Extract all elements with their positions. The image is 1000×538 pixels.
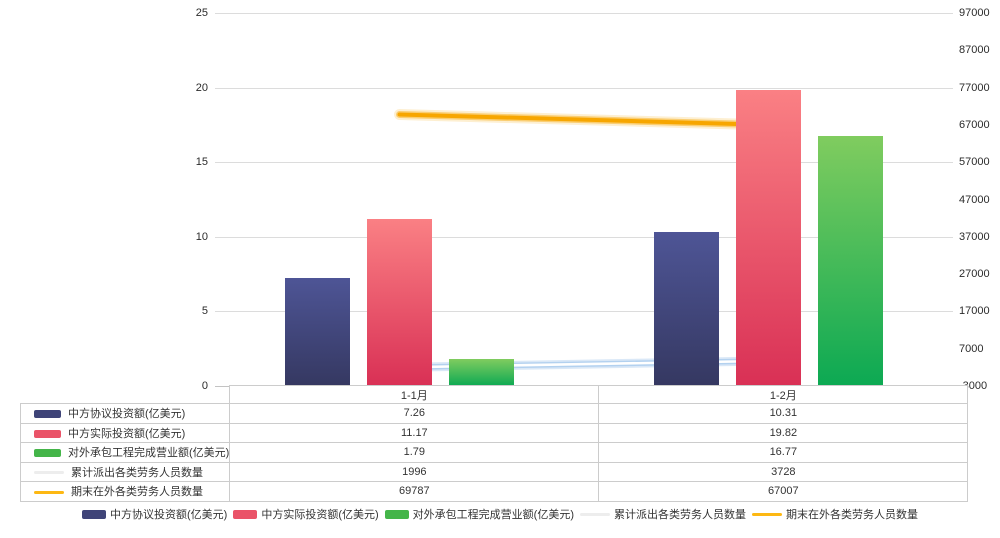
table-value-cell: 10.31 <box>598 403 969 424</box>
table-value-cell: 11.17 <box>229 422 600 443</box>
chart-legend: 中方协议投资额(亿美元) 中方实际投资额(亿美元) 对外承包工程完成营业额(亿美元)… <box>0 506 1000 522</box>
gridline <box>215 162 953 164</box>
bar-中方实际投资额(亿美元)[interactable] <box>367 219 432 386</box>
table-series-label-cell: 中方实际投资额(亿美元) <box>19 422 231 443</box>
legend-item[interactable]: 对外承包工程完成营业额(亿美元) <box>384 506 574 522</box>
left-axis-tick-label: 5 <box>201 305 208 318</box>
bar-swatch-icon <box>34 429 61 438</box>
left-axis-tick-label: 0 <box>201 380 208 392</box>
bar-中方实际投资额(亿美元)[interactable] <box>736 90 801 386</box>
chart-area: 0 5 10 15 20 25 -3000 7000 17000 27000 37000 47000 5… <box>195 7 990 392</box>
right-axis-tick-label: 37000 <box>959 230 990 243</box>
table-row: 中方实际投资额(亿美元) 11.17 19.82 <box>19 422 969 443</box>
bar-swatch-icon <box>233 509 258 519</box>
table-row: 累计派出各类劳务人员数量 1996 3728 <box>19 461 969 482</box>
line-swatch-icon <box>579 512 610 516</box>
bar-对外承包工程完成营业额(亿美元)[interactable] <box>449 359 514 386</box>
table-value-cell: 1996 <box>229 461 600 482</box>
gridline <box>215 236 953 238</box>
table-series-label-cell: 累计派出各类劳务人员数量 <box>19 461 231 482</box>
table-value-cell: 16.77 <box>598 442 969 463</box>
bar-swatch-icon <box>384 509 409 519</box>
table-value-cell: 1.79 <box>229 442 600 463</box>
legend-item[interactable]: 期末在外各类劳务人员数量 <box>751 506 918 522</box>
legend-label: 累计派出各类劳务人员数量 <box>613 509 746 521</box>
table-value-cell: 7.26 <box>229 403 600 424</box>
series-name: 中方实际投资额(亿美元) <box>68 427 186 440</box>
right-axis-tick-label: 57000 <box>959 156 990 169</box>
series-name: 累计派出各类劳务人员数量 <box>71 466 203 479</box>
data-table: 1-1月 1-2月 中方协议投资额(亿美元) 7.26 10.31 中方实际投资额(亿美元… <box>19 385 969 502</box>
table-corner-cell <box>21 386 230 404</box>
bar-中方协议投资额(亿美元)[interactable] <box>285 277 350 386</box>
table-series-label-cell: 中方协议投资额(亿美元) <box>19 403 231 424</box>
table-value-cell: 67007 <box>598 481 969 502</box>
legend-item[interactable]: 中方协议投资额(亿美元) <box>82 506 227 522</box>
line-swatch-icon <box>751 512 782 516</box>
legend-label: 中方实际投资额(亿美元) <box>261 509 379 521</box>
gridline <box>215 311 953 313</box>
series-name: 对外承包工程完成营业额(亿美元) <box>68 447 230 460</box>
bar-中方协议投资额(亿美元)[interactable] <box>654 232 719 386</box>
right-axis-tick-label: 67000 <box>959 118 990 131</box>
table-value-cell: 69787 <box>229 481 600 502</box>
legend-label: 中方协议投资额(亿美元) <box>110 509 228 521</box>
table-series-label-cell: 期末在外各类劳务人员数量 <box>19 481 231 502</box>
bar-对外承包工程完成营业额(亿美元)[interactable] <box>818 135 883 386</box>
line-swatch-icon <box>34 471 64 475</box>
right-axis-tick-label: 97000 <box>959 7 990 19</box>
right-axis-tick-label: 77000 <box>959 81 990 94</box>
table-row: 中方协议投资额(亿美元) 7.26 10.31 <box>19 403 969 424</box>
right-axis-tick-label: 27000 <box>959 268 990 281</box>
left-axis-tick-label: 20 <box>195 81 208 94</box>
table-series-label-cell: 对外承包工程完成营业额(亿美元) <box>19 442 231 463</box>
legend-label: 期末在外各类劳务人员数量 <box>785 509 918 521</box>
table-value-cell: 19.82 <box>598 422 969 443</box>
left-axis-tick-label: 15 <box>195 156 208 169</box>
series-name: 期末在外各类劳务人员数量 <box>71 486 203 499</box>
table-category-header: 1-1月 <box>229 385 600 404</box>
line-期末在外各类劳务人员数量[interactable] <box>397 112 771 127</box>
table-header-row: 1-1月 1-2月 <box>21 385 969 404</box>
table-row: 对外承包工程完成营业额(亿美元) 1.79 16.77 <box>19 442 969 463</box>
line-swatch-icon <box>34 490 64 494</box>
legend-item[interactable]: 中方实际投资额(亿美元) <box>233 506 379 522</box>
left-axis-tick-label: 25 <box>195 7 208 19</box>
table-category-header: 1-2月 <box>598 385 969 404</box>
legend-item[interactable]: 累计派出各类劳务人员数量 <box>579 506 746 522</box>
left-axis-tick-label: 10 <box>195 230 208 243</box>
right-axis-tick-label: 47000 <box>959 193 990 206</box>
gridline <box>215 13 953 14</box>
bar-swatch-icon <box>34 410 61 419</box>
bar-swatch-icon <box>34 449 61 458</box>
table-row: 期末在外各类劳务人员数量 69787 67007 <box>19 481 969 502</box>
bar-swatch-icon <box>82 509 106 519</box>
gridline <box>215 87 953 89</box>
table-value-cell: 3728 <box>598 461 969 482</box>
right-axis-tick-label: 7000 <box>959 342 984 355</box>
series-name: 中方协议投资额(亿美元) <box>68 408 186 421</box>
legend-label: 对外承包工程完成营业额(亿美元) <box>412 509 574 521</box>
right-axis-tick-label: 87000 <box>959 44 990 57</box>
right-axis-tick-label: 17000 <box>959 305 990 318</box>
